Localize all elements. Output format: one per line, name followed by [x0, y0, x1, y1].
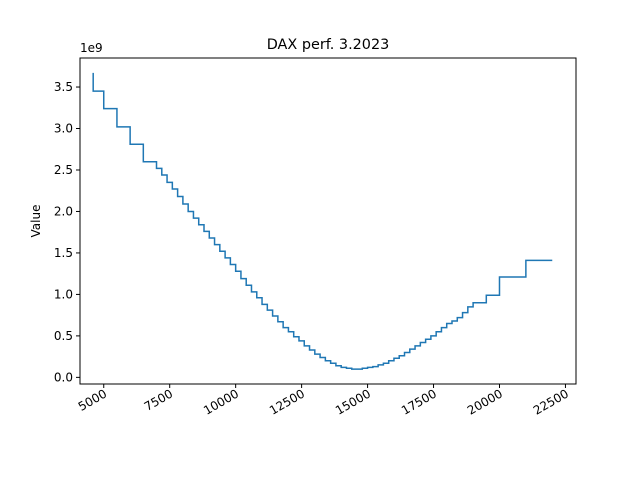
y-tick-label: 3.0 — [54, 122, 73, 136]
plot-lines — [92, 72, 553, 370]
y-offset-text: 1e9 — [80, 41, 103, 55]
y-tick-label: 1.5 — [54, 246, 73, 260]
plot-area-frame — [79, 57, 577, 385]
x-tick-label: 10000 — [201, 386, 241, 417]
x-tick-label: 20000 — [465, 386, 505, 417]
x-axis-ticks: 5000 7500 10000 12500 15000 17500 20000 22500 — [76, 384, 571, 418]
x-tick-label: 22500 — [531, 386, 571, 417]
x-tick-label: 7500 — [142, 386, 175, 413]
x-tick-label: 12500 — [267, 386, 307, 417]
x-tick-label: 15000 — [333, 386, 373, 417]
y-tick-label: 3.5 — [54, 80, 73, 94]
y-tick-label: 2.5 — [54, 163, 73, 177]
y-axis-ticks: 0.0 0.5 1.0 1.5 2.0 2.5 3.0 3.5 — [54, 80, 80, 384]
y-tick-label: 2.0 — [54, 204, 73, 218]
y-axis-label: Value — [29, 205, 43, 238]
y-tick-label: 1.0 — [54, 287, 73, 301]
y-tick-label: 0.0 — [54, 370, 73, 384]
y-tick-label: 0.5 — [54, 329, 73, 343]
chart-title: DAX perf. 3.2023 — [267, 37, 390, 53]
series-line-0 — [92, 72, 553, 370]
x-tick-label: 5000 — [76, 386, 109, 413]
x-tick-label: 17500 — [399, 386, 439, 417]
